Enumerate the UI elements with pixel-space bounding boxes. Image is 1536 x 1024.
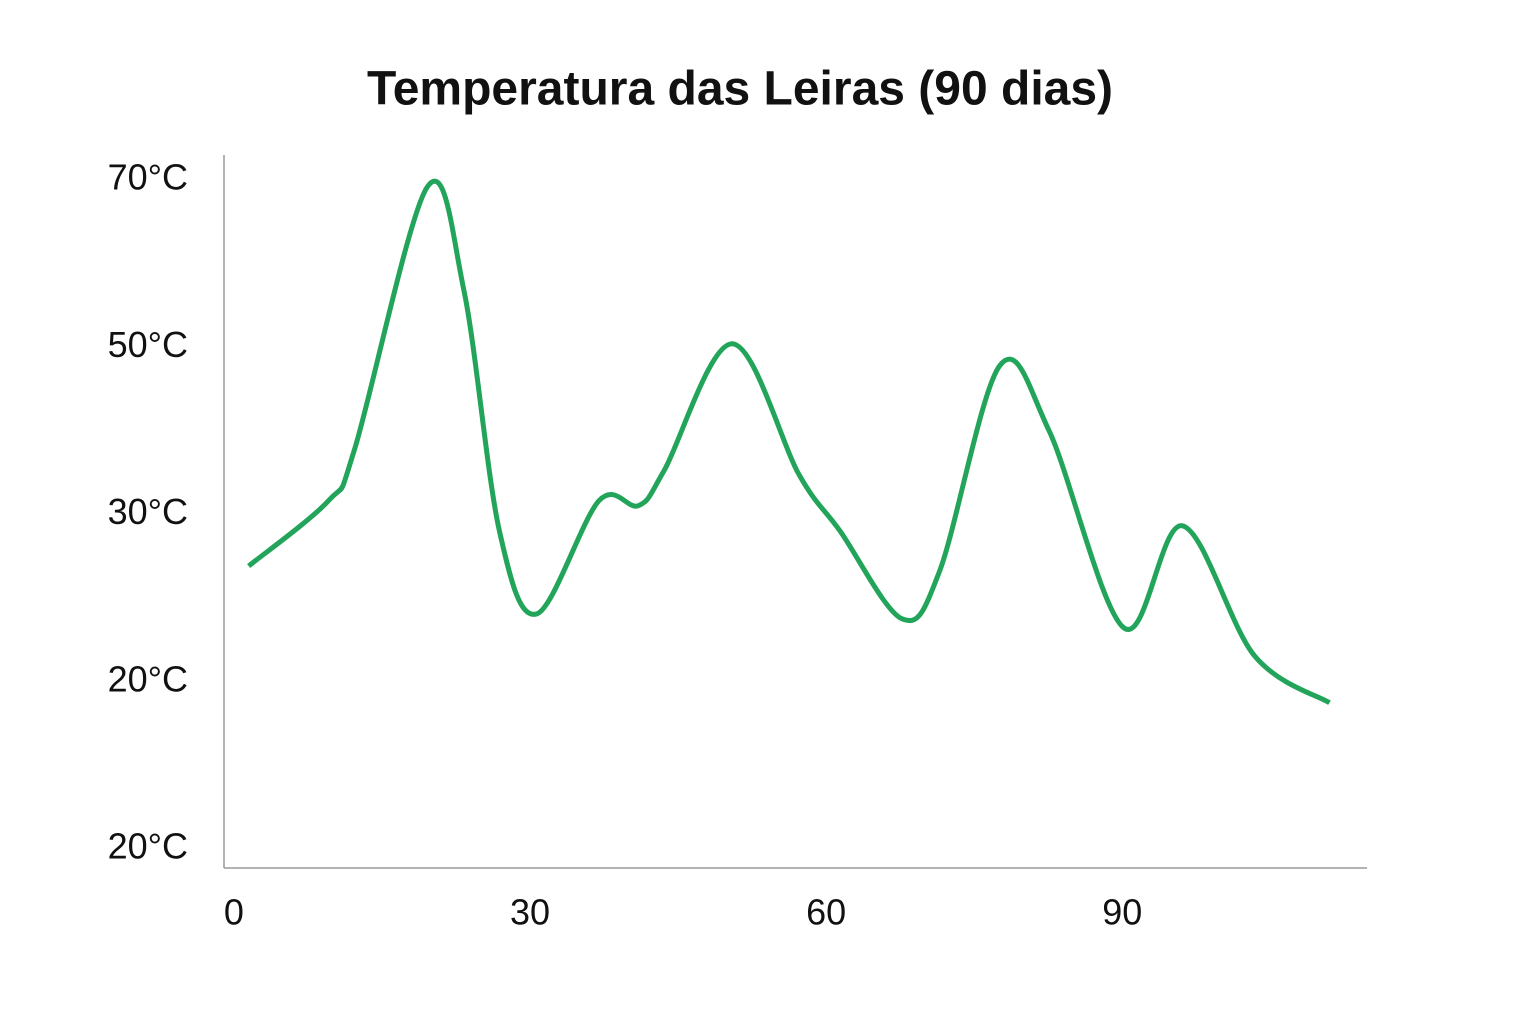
y-tick-label: 20°C: [108, 826, 188, 867]
x-tick-label: 0: [224, 892, 244, 933]
x-tick-label: 90: [1102, 892, 1142, 933]
line: [247, 178, 1331, 705]
y-tick-label: 50°C: [108, 324, 188, 365]
y-tick-label: 20°C: [108, 658, 188, 699]
y-tick-label: 70°C: [108, 157, 188, 198]
x-tick-label: 60: [806, 892, 846, 933]
x-tick-label: 30: [510, 892, 550, 933]
y-tick-label: 30°C: [108, 491, 188, 532]
chart-title: Temperatura das Leiras (90 dias): [367, 63, 1113, 116]
